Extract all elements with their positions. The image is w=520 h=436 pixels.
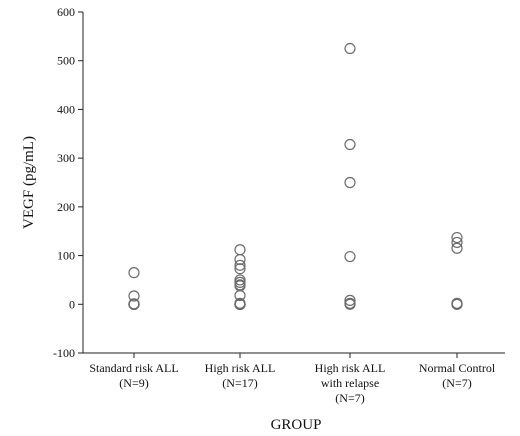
x-category-label-line: Standard risk ALL — [89, 361, 178, 375]
data-point — [451, 242, 463, 254]
data-point — [344, 294, 356, 306]
x-category-label-line: (N=9) — [119, 376, 148, 390]
x-category-label-line: High risk ALL — [205, 361, 276, 375]
x-category-label-line: Normal Control — [419, 361, 496, 375]
data-point — [344, 298, 356, 310]
x-category-label: High risk ALL with relapse (N=7) — [315, 361, 386, 405]
x-category-label: High risk ALL (N=17) — [205, 361, 276, 390]
data-point — [451, 298, 463, 310]
data-point — [234, 253, 246, 266]
data-point — [451, 236, 463, 249]
y-tick-label: 100 — [57, 249, 75, 263]
data-point — [234, 298, 246, 310]
x-axis-title: GROUP — [271, 417, 322, 433]
y-tick-label: 300 — [57, 151, 75, 165]
data-point — [234, 244, 246, 256]
y-tick-label: -100 — [53, 346, 75, 360]
data-point — [128, 290, 140, 302]
data-point — [344, 138, 356, 151]
data-point — [344, 42, 356, 55]
data-point — [128, 267, 140, 279]
data-points — [128, 42, 463, 310]
data-point — [234, 259, 246, 271]
x-category-label: Normal Control (N=7) — [419, 361, 496, 390]
y-tick-label: 200 — [57, 200, 75, 214]
y-axis-title: VEGF (pg/mL) — [21, 136, 37, 229]
x-category-label-line: (N=7) — [442, 376, 471, 390]
data-point — [234, 289, 246, 302]
data-point — [451, 231, 463, 244]
data-point — [344, 250, 356, 263]
data-point — [344, 176, 356, 189]
y-tick-label: 600 — [57, 5, 75, 19]
y-tick-label: 0 — [69, 297, 75, 311]
y-tick-label: 400 — [57, 102, 75, 116]
x-axis-categories: Standard risk ALL (N=9)High risk ALL (N=17… — [89, 353, 496, 405]
data-point — [128, 298, 140, 310]
x-category-label-line: (N=7) — [335, 391, 364, 405]
x-category-label: Standard risk ALL (N=9) — [89, 361, 178, 390]
y-axis-ticks: -100 0 100 200 300 400 500 600 — [53, 5, 83, 360]
y-tick-label: 500 — [57, 54, 75, 68]
data-point — [234, 263, 246, 275]
x-category-label-line: High risk ALL — [315, 361, 386, 375]
x-category-label-line: (N=17) — [222, 376, 257, 390]
x-category-label-line: with relapse — [321, 376, 379, 390]
